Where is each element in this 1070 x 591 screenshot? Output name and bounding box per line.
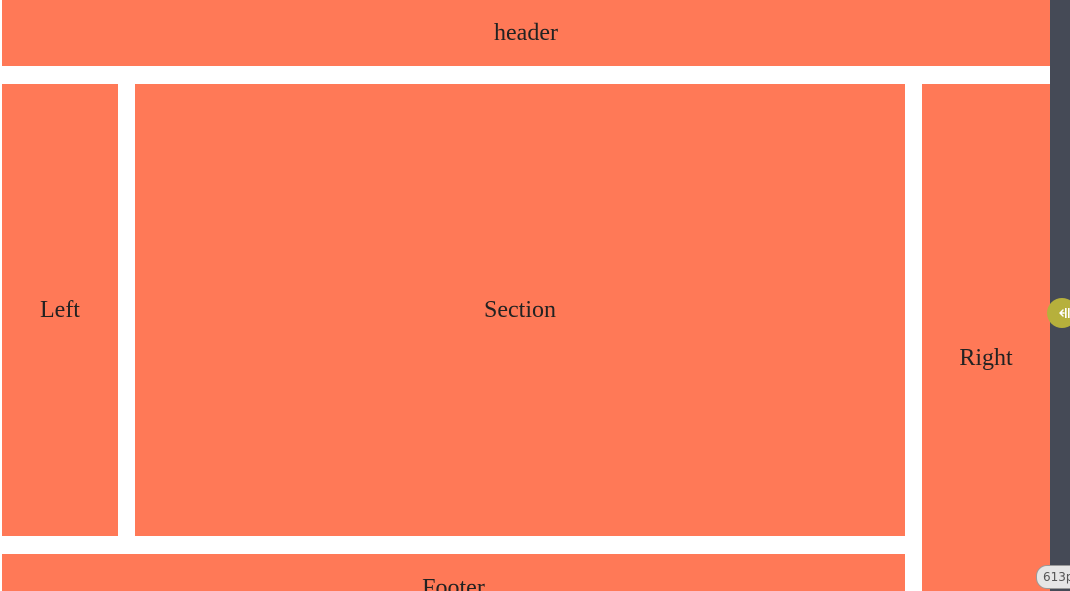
panel-toggle-button[interactable] [1047,298,1070,328]
right-sidebar-block: Right [922,84,1050,591]
footer-block: Footer [2,554,905,591]
header-label: header [494,19,558,46]
section-label: Section [484,296,556,323]
footer-label: Footer [422,575,485,591]
section-block: Section [135,84,905,536]
header-block: header [2,0,1050,66]
devtools-panel [1050,0,1070,591]
left-sidebar-block: Left [2,84,118,536]
viewport-size-badge: 613px [1036,565,1070,589]
left-label: Left [40,296,80,323]
collapse-arrow-icon [1059,308,1070,318]
right-label: Right [959,344,1013,371]
viewport-size-text: 613px [1043,570,1070,584]
